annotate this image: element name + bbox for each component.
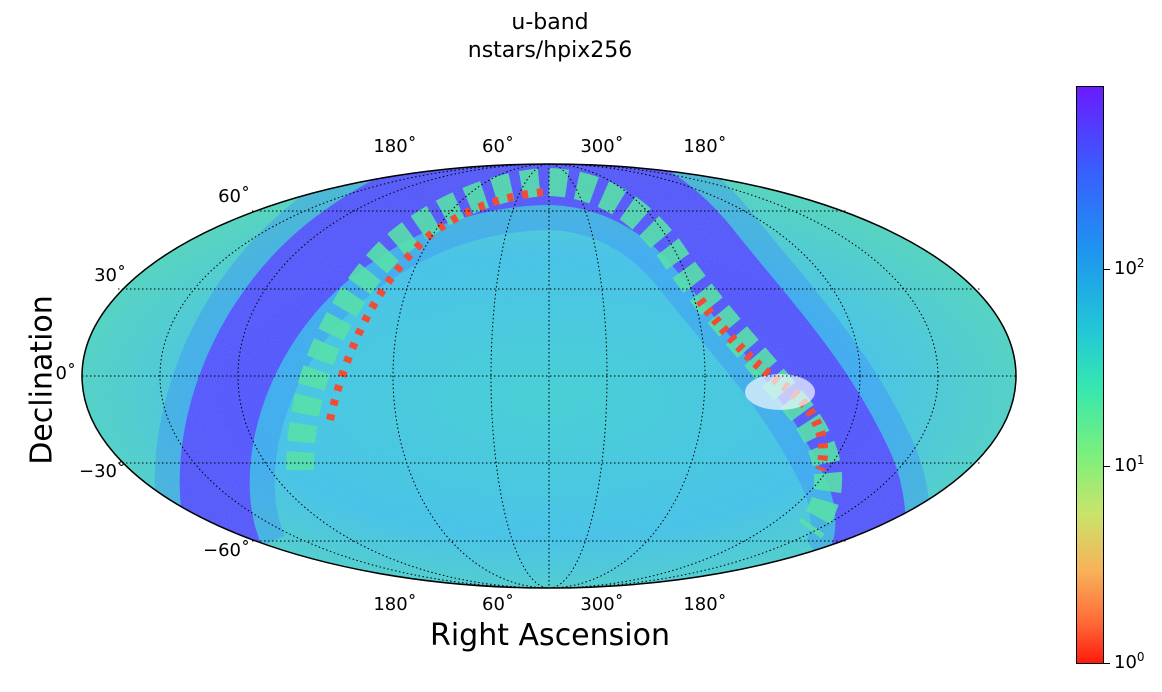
ra-label-top-2: 60˚ — [482, 136, 514, 157]
colorbar-tick-label-1: 100 — [1114, 650, 1145, 673]
colorbar-tickmark-2 — [1104, 466, 1110, 467]
colorbar-tick-label-100: 102 — [1114, 256, 1145, 279]
meridian-pair-2 — [392, 163, 706, 589]
dec-label-minus-60: −60˚ — [203, 540, 250, 561]
dec-label-minus-30: −30˚ — [79, 461, 126, 482]
map-boundary — [81, 163, 1017, 589]
dec-label-30: 30˚ — [94, 265, 126, 286]
chart-title-line1: u-band — [511, 10, 589, 35]
dec-label-60: 60˚ — [218, 186, 250, 207]
dec-label-0: 0˚ — [55, 363, 76, 384]
ra-label-bottom-2: 60˚ — [482, 594, 514, 615]
ra-label-top-1: 180˚ — [373, 136, 417, 157]
colorbar-tick-label-10: 101 — [1114, 453, 1145, 476]
ra-label-bottom-4: 180˚ — [683, 594, 727, 615]
y-axis-label: Declination — [24, 295, 60, 465]
ra-label-bottom-1: 180˚ — [373, 594, 417, 615]
colorbar-tickmark-3 — [1104, 663, 1110, 664]
chart-title-line2: nstars/hpix256 — [467, 38, 633, 63]
colorbar-tickmark-1 — [1104, 269, 1110, 270]
ra-label-top-4: 180˚ — [683, 136, 727, 157]
x-axis-label: Right Ascension — [430, 618, 670, 653]
ra-label-top-3: 300˚ — [580, 136, 624, 157]
ra-label-bottom-3: 300˚ — [580, 594, 624, 615]
colorbar — [1076, 86, 1104, 664]
